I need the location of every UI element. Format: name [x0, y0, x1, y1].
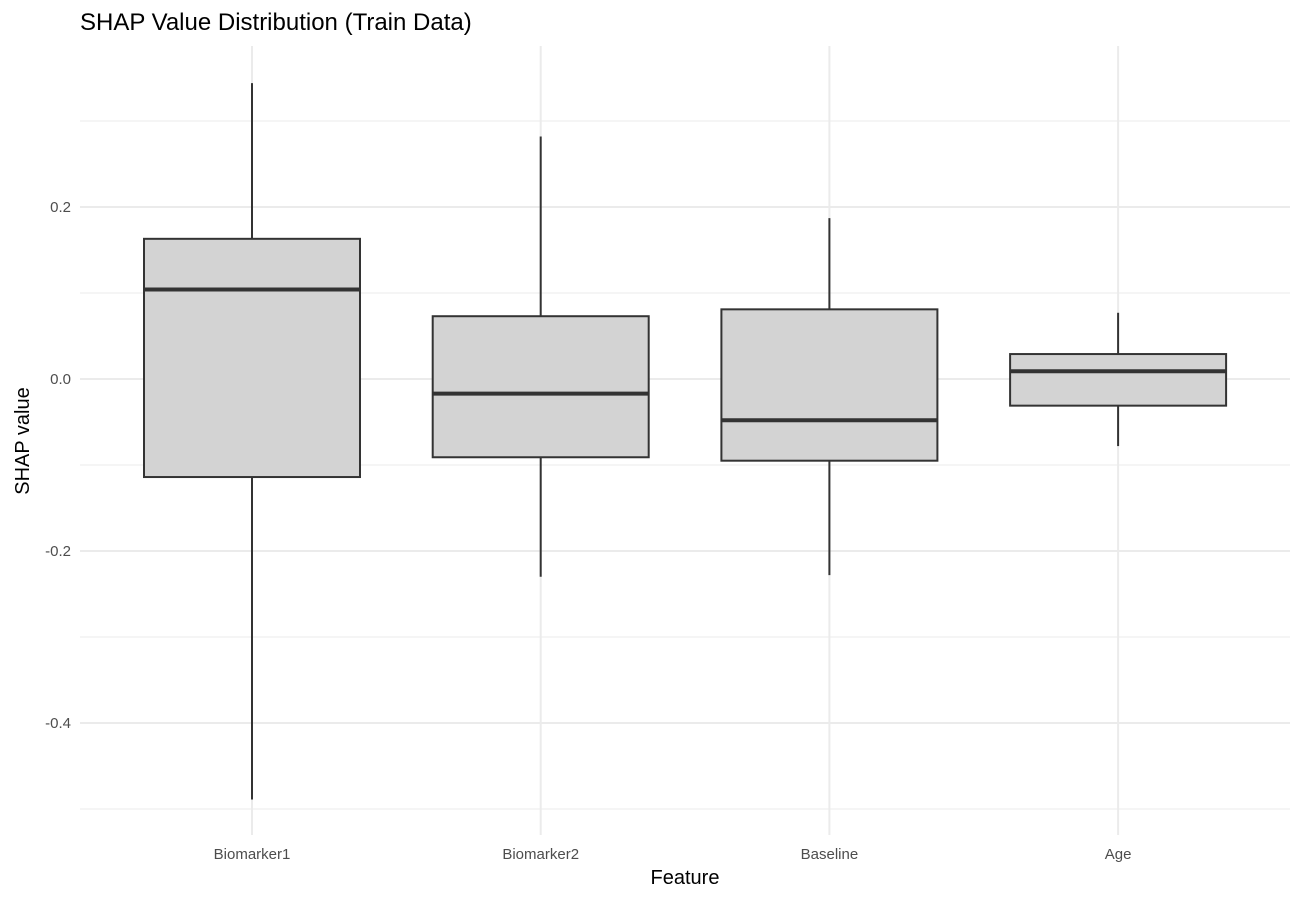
iqr-box	[143, 237, 361, 479]
y-axis-title: SHAP value	[12, 387, 34, 494]
x-tick-labels: Biomarker1 Biomarker2 Baseline Age	[214, 846, 1132, 863]
box-age	[1009, 312, 1228, 447]
box-layer	[143, 83, 1228, 800]
iqr-box	[720, 308, 939, 462]
y-tick-label: -0.4	[45, 715, 71, 732]
y-tick-label: 0.0	[50, 371, 71, 388]
box-baseline	[720, 218, 939, 576]
x-tick-label: Baseline	[801, 846, 859, 863]
chart-title: SHAP Value Distribution (Train Data)	[80, 9, 472, 36]
iqr-box	[431, 315, 650, 459]
y-tick-label: 0.2	[50, 199, 71, 216]
x-tick-label: Age	[1105, 846, 1132, 863]
y-tick-labels: 0.2 0.0 -0.2 -0.4	[45, 199, 71, 732]
x-axis-title: Feature	[651, 867, 720, 889]
x-tick-label: Biomarker2	[502, 846, 579, 863]
box-biomarker2	[431, 136, 650, 577]
iqr-box	[1009, 353, 1228, 407]
y-tick-label: -0.2	[45, 543, 71, 560]
x-tick-label: Biomarker1	[214, 846, 291, 863]
box-biomarker1	[143, 83, 361, 800]
